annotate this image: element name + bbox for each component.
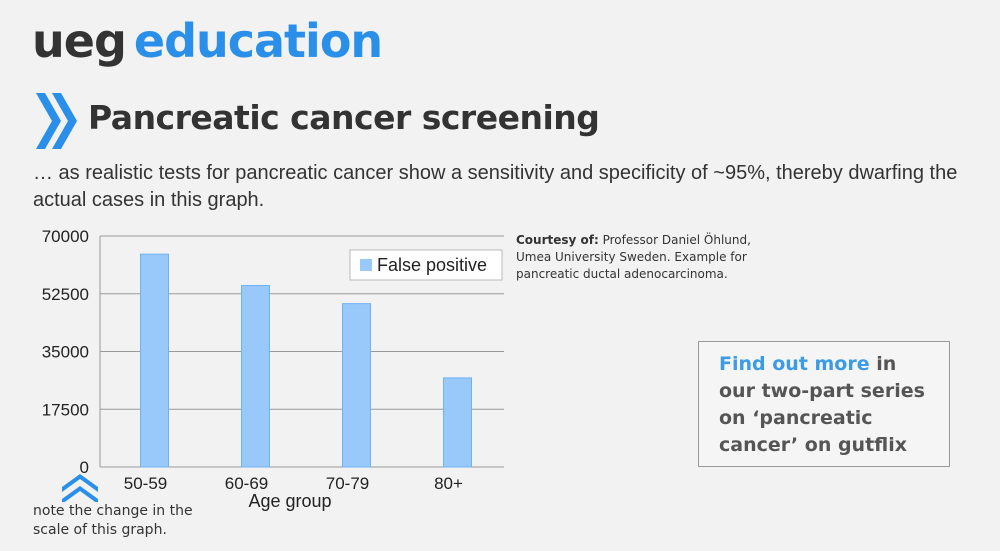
ueg-education-logo: ueg education bbox=[32, 18, 383, 64]
double-chevron-up-icon bbox=[62, 474, 98, 502]
y-tick-label-3: 52500 bbox=[42, 285, 89, 304]
x-tick-label-0: 50-59 bbox=[124, 474, 167, 493]
find-out-more-box[interactable]: Find out more in our two-part series on … bbox=[698, 341, 950, 467]
y-tick-label-2: 35000 bbox=[42, 343, 89, 362]
page-title: Pancreatic cancer screening bbox=[88, 98, 600, 137]
intro-text: … as realistic tests for pancreatic canc… bbox=[33, 162, 958, 211]
x-tick-label-2: 70-79 bbox=[326, 474, 369, 493]
double-chevron-right-icon bbox=[36, 93, 77, 149]
x-tick-labels: 50-59 60-69 70-79 80+ bbox=[124, 474, 463, 493]
find-out-more-link[interactable]: Find out more bbox=[719, 353, 870, 375]
bar-60-69 bbox=[241, 285, 270, 468]
x-tick-label-3: 80+ bbox=[434, 474, 463, 493]
scale-note: note the change in the scale of this gra… bbox=[33, 503, 193, 538]
courtesy-text: Professor Daniel Öhlund, Umea University… bbox=[516, 233, 751, 281]
bar-70-79 bbox=[342, 303, 371, 468]
logo-education: education bbox=[133, 14, 383, 68]
courtesy-label: Courtesy of: bbox=[516, 233, 599, 247]
logo-ueg: ueg bbox=[32, 14, 127, 68]
y-tick-label-1: 17500 bbox=[42, 400, 89, 419]
y-tick-label-0: 0 bbox=[80, 458, 89, 477]
bar-80+ bbox=[443, 377, 472, 468]
legend-frame bbox=[349, 249, 503, 281]
y-tick-labels: 0 17500 35000 52500 70000 bbox=[42, 227, 89, 477]
y-tick-label-4: 70000 bbox=[42, 227, 89, 246]
chart-bars bbox=[140, 253, 472, 468]
info-box-text: in our two-part series on ‘pancreatic ca… bbox=[719, 353, 925, 456]
x-axis-title: Age group bbox=[248, 491, 331, 511]
bar-50-59 bbox=[140, 253, 169, 468]
bar-chart: 0 17500 35000 52500 70000 50-59 60-69 70-79 80+… bbox=[42, 227, 504, 511]
legend-swatch bbox=[360, 259, 372, 271]
x-tick-label-1: 60-69 bbox=[225, 474, 268, 493]
legend-label: False positive bbox=[377, 255, 487, 275]
chart-legend: False positive bbox=[349, 249, 503, 281]
courtesy-note: Courtesy of: Professor Daniel Öhlund, Um… bbox=[516, 232, 776, 283]
